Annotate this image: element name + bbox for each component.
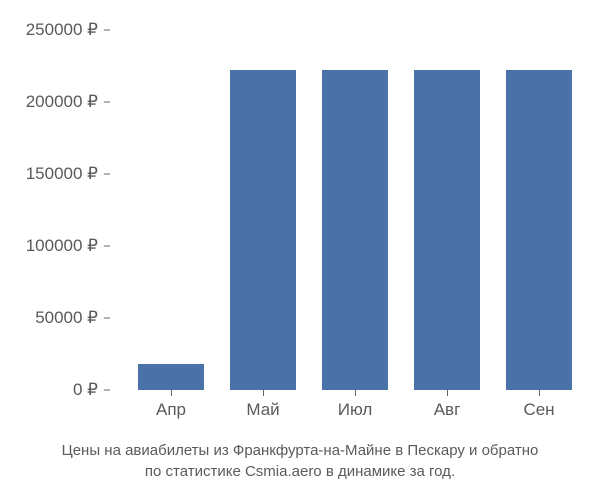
x-tick-label: Апр [125, 392, 217, 420]
x-tick-label: Сен [493, 392, 585, 420]
x-tick-mark [263, 390, 264, 396]
bar-slot [309, 30, 401, 390]
x-tick-label: Июл [309, 392, 401, 420]
plot-area [115, 30, 595, 390]
y-axis: 0 ₽50000 ₽100000 ₽150000 ₽200000 ₽250000… [0, 30, 110, 390]
y-tick-mark [104, 246, 110, 247]
x-tick-mark [171, 390, 172, 396]
bar [230, 70, 296, 390]
chart-caption: Цены на авиабилеты из Франкфурта-на-Майн… [0, 440, 600, 482]
price-chart: 0 ₽ 50000 ₽ 100000 ₽ 150000 ₽ 200000 ₽ 250000… [0, 10, 600, 430]
y-tick-mark [104, 390, 110, 391]
bar-slot [217, 30, 309, 390]
x-tick-mark [355, 390, 356, 396]
x-tick-mark [539, 390, 540, 396]
y-tick-label: 50000 ₽ [35, 308, 98, 328]
y-tick-mark [104, 102, 110, 103]
caption-line-1: Цены на авиабилеты из Франкфурта-на-Майн… [8, 440, 592, 461]
y-tick-label: 200000 ₽ [26, 92, 98, 112]
y-tick-label: 250000 ₽ [26, 20, 98, 40]
x-tick-label: Авг [401, 392, 493, 420]
x-axis: АпрМайИюлАвгСен [115, 392, 595, 420]
bars-group [115, 30, 595, 390]
caption-line-2: по статистике Csmia.aero в динамике за г… [8, 461, 592, 482]
y-tick-label: 150000 ₽ [26, 164, 98, 184]
bar-slot [401, 30, 493, 390]
x-tick-label: Май [217, 392, 309, 420]
y-tick-mark [104, 174, 110, 175]
bar [506, 70, 572, 390]
bar [138, 364, 204, 390]
y-tick-mark [104, 318, 110, 319]
y-tick-mark [104, 30, 110, 31]
y-tick-label: 0 ₽ [73, 380, 98, 400]
bar [322, 70, 388, 390]
bar-slot [493, 30, 585, 390]
y-tick-label: 100000 ₽ [26, 236, 98, 256]
bar [414, 70, 480, 390]
bar-slot [125, 30, 217, 390]
x-tick-mark [447, 390, 448, 396]
